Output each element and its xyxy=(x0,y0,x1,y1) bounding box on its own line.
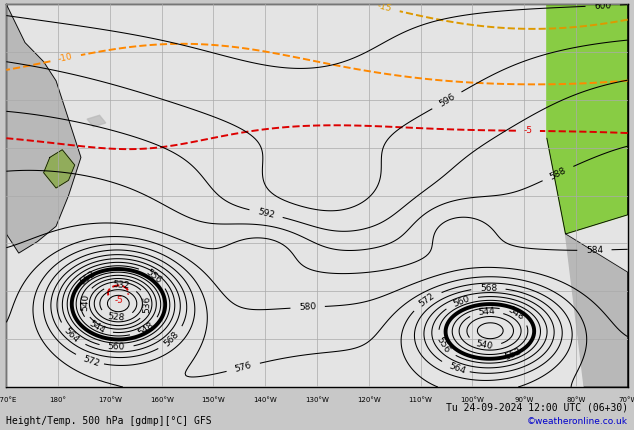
Text: 584: 584 xyxy=(586,246,603,255)
Text: 70°W: 70°W xyxy=(618,396,634,402)
Polygon shape xyxy=(566,234,628,387)
Text: 130°W: 130°W xyxy=(305,396,329,402)
Text: 560: 560 xyxy=(452,294,471,309)
Text: 556: 556 xyxy=(435,335,451,354)
Text: Height/Temp. 500 hPa [gdmp][°C] GFS: Height/Temp. 500 hPa [gdmp][°C] GFS xyxy=(6,416,212,426)
Polygon shape xyxy=(87,115,106,127)
Text: 552: 552 xyxy=(504,347,523,362)
Text: 552: 552 xyxy=(78,269,97,286)
Text: 170°W: 170°W xyxy=(98,396,122,402)
Text: 580: 580 xyxy=(299,302,316,312)
Text: 540: 540 xyxy=(80,294,90,311)
Text: 564: 564 xyxy=(62,326,81,344)
Text: -10: -10 xyxy=(58,52,74,64)
Text: 150°W: 150°W xyxy=(202,396,225,402)
Text: 536: 536 xyxy=(143,295,152,313)
Text: 110°W: 110°W xyxy=(409,396,432,402)
Polygon shape xyxy=(6,4,81,253)
Text: -5: -5 xyxy=(523,126,533,135)
Text: 548: 548 xyxy=(136,320,155,337)
Text: -15: -15 xyxy=(376,2,393,14)
Text: 572: 572 xyxy=(82,354,101,368)
Text: -5: -5 xyxy=(114,295,123,305)
Text: 532: 532 xyxy=(112,280,129,291)
Text: 592: 592 xyxy=(257,207,276,220)
Text: 588: 588 xyxy=(548,166,567,181)
Text: 544: 544 xyxy=(87,319,107,335)
Text: 90°W: 90°W xyxy=(514,396,534,402)
Text: 140°W: 140°W xyxy=(254,396,277,402)
Text: 160°W: 160°W xyxy=(150,396,174,402)
Text: 170°E: 170°E xyxy=(0,396,17,402)
Polygon shape xyxy=(19,96,37,108)
Text: 540: 540 xyxy=(475,339,493,351)
Text: 560: 560 xyxy=(108,342,126,352)
Text: 528: 528 xyxy=(108,312,126,322)
Text: Tu 24-09-2024 12:00 UTC (06+30): Tu 24-09-2024 12:00 UTC (06+30) xyxy=(446,403,628,413)
Polygon shape xyxy=(547,4,628,234)
Text: 80°W: 80°W xyxy=(566,396,586,402)
Text: 120°W: 120°W xyxy=(357,396,380,402)
Text: 572: 572 xyxy=(417,292,436,309)
Text: 100°W: 100°W xyxy=(460,396,484,402)
Text: ©weatheronline.co.uk: ©weatheronline.co.uk xyxy=(527,417,628,426)
Text: 180°: 180° xyxy=(49,396,67,402)
Text: 548: 548 xyxy=(506,305,526,322)
Text: 568: 568 xyxy=(163,330,181,348)
Text: 576: 576 xyxy=(234,361,253,374)
Text: 596: 596 xyxy=(437,92,456,109)
Text: 568: 568 xyxy=(480,283,497,293)
Text: 544: 544 xyxy=(477,307,495,317)
Text: 556: 556 xyxy=(145,268,164,286)
Text: 600: 600 xyxy=(594,1,612,10)
Polygon shape xyxy=(44,150,75,188)
Text: 564: 564 xyxy=(448,362,467,376)
